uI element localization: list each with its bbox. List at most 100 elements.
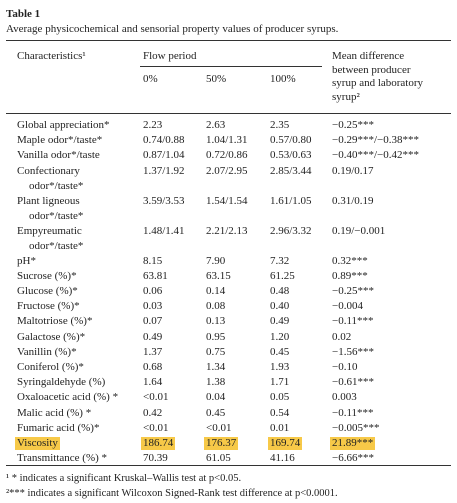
- cell: 1.04/1.31: [206, 134, 248, 147]
- cell: 61.05: [206, 452, 231, 465]
- footnote: ¹ * indicates a significant Kruskal–Wall…: [6, 473, 242, 484]
- cell: 61.25: [270, 269, 295, 282]
- row-label: odor*/taste*: [29, 179, 84, 192]
- cell: 3.59/3.53: [143, 194, 185, 207]
- cell: 0.19/0.17: [332, 164, 374, 177]
- cell: 1.48/1.41: [143, 224, 185, 237]
- row-label: Transmittance (%) *: [17, 452, 108, 465]
- row-label: Glucose (%)*: [17, 285, 78, 297]
- cell: 2.07/2.95: [206, 164, 248, 177]
- flow-level: 0%: [143, 73, 158, 85]
- cell: 1.20: [270, 330, 290, 343]
- cell: 1.54/1.54: [206, 194, 248, 207]
- row-label: Viscosity: [15, 437, 60, 450]
- cell: <0.01: [143, 421, 169, 434]
- cell: 1.64: [143, 376, 163, 389]
- cell: 2.23: [143, 119, 163, 131]
- cell: 0.13: [206, 315, 226, 328]
- cell: 63.15: [206, 269, 231, 282]
- cell: 2.85/3.44: [270, 164, 312, 177]
- cell: 0.49: [270, 315, 290, 328]
- row-label: odor*/taste*: [29, 239, 84, 252]
- cell: 0.95: [206, 330, 226, 343]
- footnote: ²*** indicates a significant Wilcoxon Si…: [6, 488, 338, 499]
- cell: 0.45: [270, 345, 290, 358]
- cell: 2.96/3.32: [270, 224, 312, 237]
- cell: 0.89***: [332, 269, 368, 282]
- table-title: Table 1: [6, 8, 41, 20]
- cell: 2.63: [206, 119, 226, 131]
- cell: 0.42: [143, 406, 163, 419]
- row-label: Fructose (%)*: [17, 300, 80, 313]
- cell: 0.19/−0.001: [332, 224, 386, 237]
- row-label: Sucrose (%)*: [17, 269, 77, 282]
- cell: 1.71: [270, 376, 290, 389]
- row-label: Coniferol (%)*: [17, 361, 84, 373]
- row-label: Oxaloacetic acid (%) *: [17, 391, 119, 404]
- cell: −0.11***: [332, 315, 374, 328]
- cell: 0.02: [332, 330, 352, 343]
- mean-difference-header: syrup²: [332, 90, 360, 103]
- flow-level: 100%: [270, 73, 296, 85]
- row-label: Maple odor*/taste*: [17, 134, 103, 147]
- cell: 176.37: [204, 437, 239, 450]
- cell: 1.34: [206, 361, 226, 373]
- cell: 0.05: [270, 391, 290, 404]
- cell: <0.01: [206, 421, 232, 434]
- cell: 0.01: [270, 421, 290, 434]
- mean-difference-header: between producer: [332, 63, 411, 76]
- cell: 7.90: [206, 254, 226, 267]
- cell: 21.89***: [330, 437, 376, 450]
- cell: 2.21/2.13: [206, 224, 248, 237]
- cell: 0.003: [332, 391, 357, 404]
- cell: 1.61/1.05: [270, 194, 312, 207]
- cell: 8.15: [143, 254, 163, 267]
- cell: 169.74: [268, 437, 303, 450]
- cell: 0.14: [206, 285, 226, 297]
- cell: 186.74: [141, 437, 176, 450]
- header-rule: [6, 113, 451, 114]
- cell: −0.004: [332, 300, 363, 313]
- cell: 0.04: [206, 391, 226, 404]
- cell: 0.07: [143, 315, 163, 328]
- cell: 70.39: [143, 452, 168, 465]
- row-label: Plant ligneous: [17, 194, 80, 207]
- cell: 0.03: [143, 300, 163, 313]
- cell: 0.45: [206, 406, 226, 419]
- flow-level: 50%: [206, 73, 227, 85]
- cell: 0.68: [143, 361, 163, 373]
- cell: 0.48: [270, 285, 290, 297]
- row-label: Fumaric acid (%)*: [17, 421, 100, 434]
- cell: 0.40: [270, 300, 290, 313]
- cell: −0.005***: [332, 421, 380, 434]
- row-label: Maltotriose (%)*: [17, 315, 93, 328]
- row-label: Vanilla odor*/taste: [17, 149, 100, 162]
- cell: 0.06: [143, 285, 163, 297]
- cell: 0.87/1.04: [143, 149, 185, 162]
- row-label: Confectionary: [17, 164, 80, 177]
- row-label: pH*: [17, 254, 36, 267]
- cell: 1.37/1.92: [143, 164, 185, 177]
- cell: 0.75: [206, 345, 226, 358]
- cell: 63.81: [143, 269, 168, 282]
- row-label: odor*/taste*: [29, 209, 84, 222]
- cell: −0.10: [332, 361, 358, 373]
- cell: 0.53/0.63: [270, 149, 312, 162]
- flow-rule: [140, 66, 322, 67]
- row-label: Vanillin (%)*: [17, 345, 77, 358]
- cell: <0.01: [143, 391, 169, 404]
- cell: −1.56***: [332, 345, 374, 358]
- cell: −0.29***/−0.38***: [332, 134, 419, 147]
- cell: 0.57/0.80: [270, 134, 312, 147]
- characteristics-header: Characteristics¹: [17, 50, 86, 62]
- cell: 41.16: [270, 452, 295, 465]
- cell: 1.37: [143, 345, 163, 358]
- cell: −0.25***: [332, 119, 374, 131]
- cell: 0.32***: [332, 254, 368, 267]
- cell: −0.11***: [332, 406, 374, 419]
- cell: 7.32: [270, 254, 290, 267]
- cell: 0.31/0.19: [332, 194, 374, 207]
- flow-period-header: Flow period: [143, 50, 197, 62]
- cell: 0.49: [143, 330, 163, 343]
